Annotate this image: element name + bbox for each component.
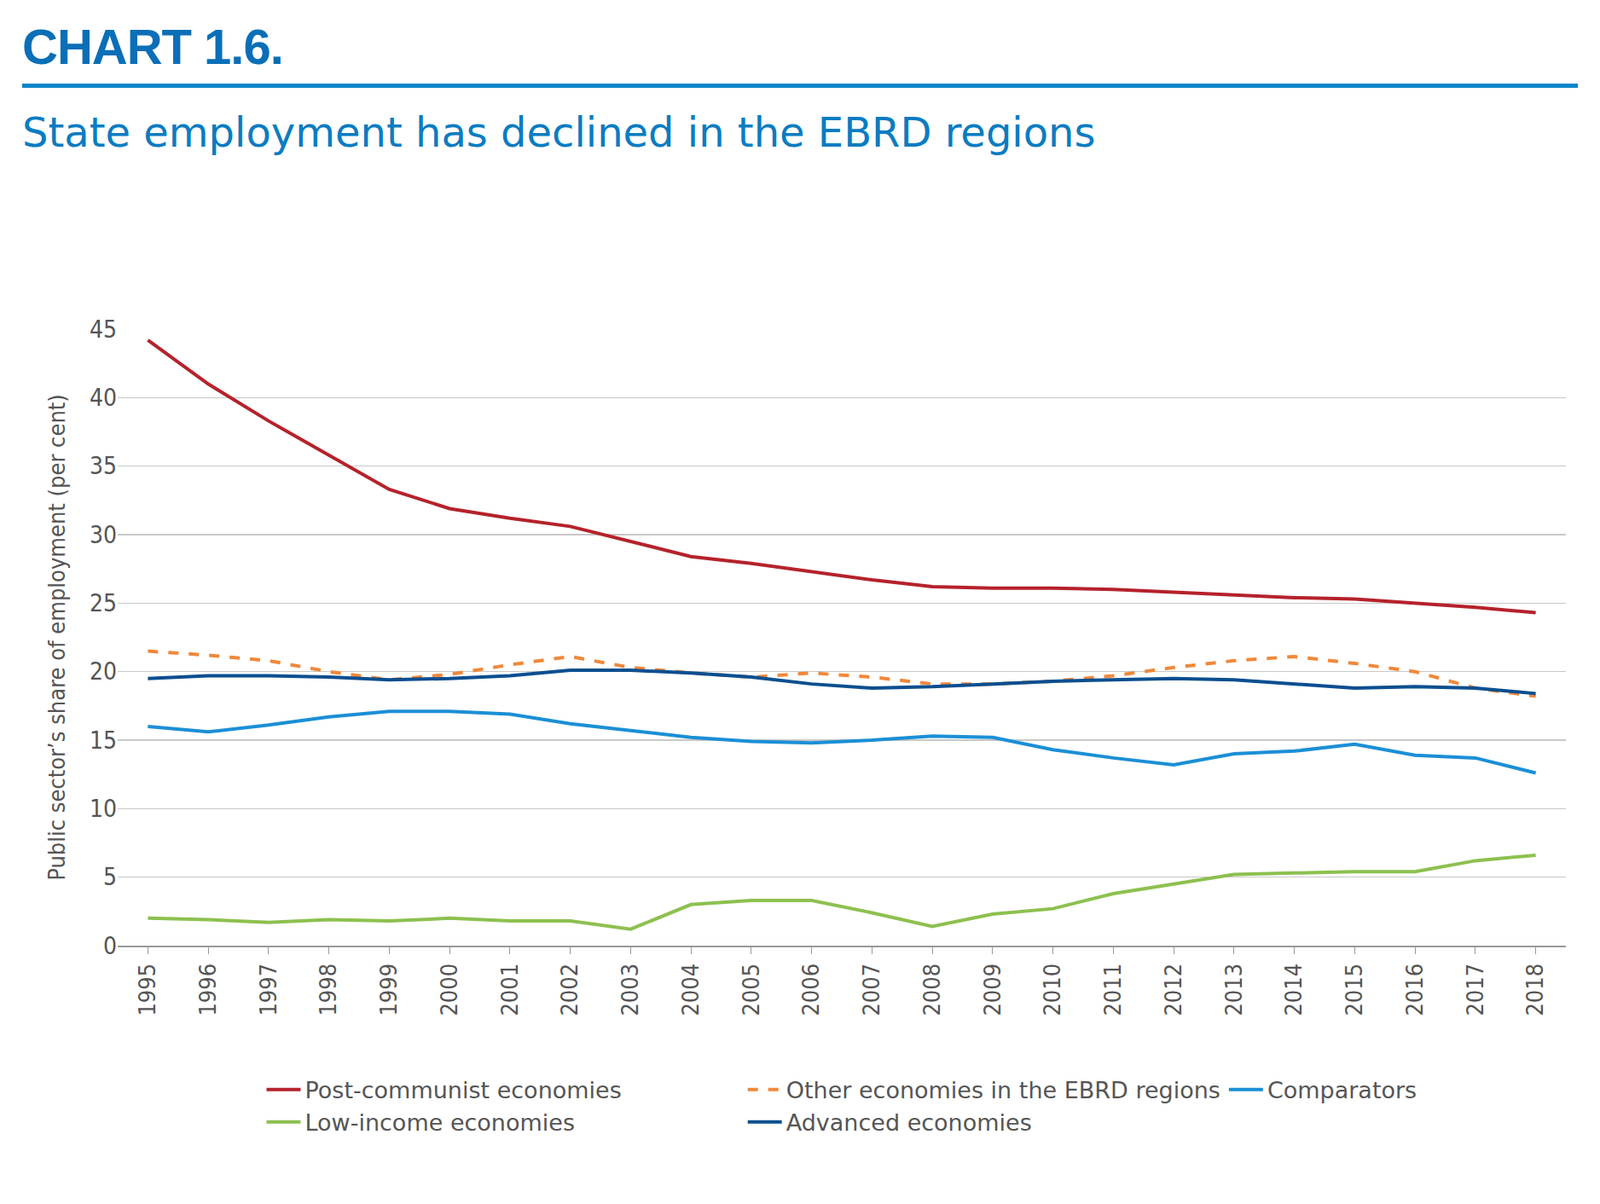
svg-text:40: 40 [89, 383, 117, 412]
svg-text:2012: 2012 [1159, 963, 1187, 1017]
svg-text:25: 25 [89, 589, 117, 618]
svg-text:10: 10 [89, 794, 117, 824]
svg-text:2004: 2004 [677, 963, 704, 1017]
svg-text:2014: 2014 [1280, 963, 1307, 1017]
svg-text:2002: 2002 [556, 963, 583, 1017]
svg-text:Public sector’s share of emplo: Public sector’s share of employment (per… [43, 394, 70, 882]
svg-text:20: 20 [89, 657, 117, 686]
svg-text:2005: 2005 [737, 963, 765, 1017]
svg-text:2018: 2018 [1521, 963, 1548, 1017]
svg-text:2017: 2017 [1461, 963, 1489, 1017]
svg-text:2013: 2013 [1220, 963, 1247, 1017]
svg-text:15: 15 [89, 726, 117, 755]
svg-text:1996: 1996 [194, 963, 221, 1017]
html-text:CHART 1.6.: CHART 1.6. [22, 18, 283, 75]
svg-text:35: 35 [89, 452, 117, 481]
svg-text:1997: 1997 [255, 963, 282, 1017]
svg-text:Advanced economies: Advanced economies [786, 1109, 1032, 1137]
svg-text:45: 45 [89, 315, 117, 344]
html-text:State employment has declined: State employment has declined in the EBR… [22, 108, 1096, 157]
svg-text:1999: 1999 [375, 963, 402, 1017]
svg-text:2007: 2007 [857, 963, 885, 1017]
svg-text:1995: 1995 [133, 963, 161, 1017]
svg-text:2011: 2011 [1099, 963, 1126, 1017]
svg-text:2009: 2009 [979, 963, 1006, 1017]
svg-text:Other economies in the EBRD re: Other economies in the EBRD regions [786, 1077, 1221, 1104]
svg-text:Comparators: Comparators [1267, 1077, 1417, 1104]
svg-text:Low-income economies: Low-income economies [305, 1109, 575, 1137]
svg-text:2010: 2010 [1038, 963, 1066, 1017]
svg-text:5: 5 [103, 863, 117, 892]
svg-text:1998: 1998 [314, 963, 342, 1017]
svg-text:0: 0 [103, 932, 117, 961]
svg-text:2003: 2003 [616, 963, 644, 1017]
svg-text:Post-communist economies: Post-communist economies [305, 1077, 622, 1104]
svg-text:30: 30 [89, 521, 117, 550]
svg-text:2015: 2015 [1340, 963, 1368, 1017]
svg-text:2001: 2001 [496, 963, 523, 1017]
svg-text:2016: 2016 [1401, 963, 1428, 1017]
svg-text:2000: 2000 [435, 963, 463, 1017]
svg-text:2006: 2006 [797, 963, 824, 1017]
svg-text:2008: 2008 [918, 963, 945, 1017]
